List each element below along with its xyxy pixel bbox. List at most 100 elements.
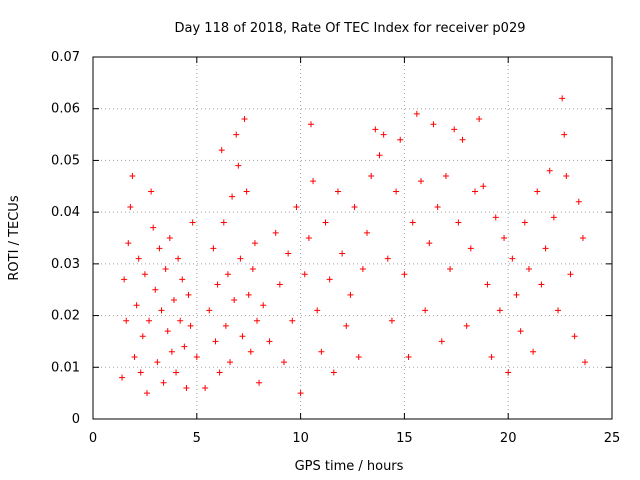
y-tick-label: 0 xyxy=(72,412,80,427)
data-point xyxy=(310,178,317,185)
data-point xyxy=(334,188,341,195)
data-point xyxy=(364,229,371,236)
data-point xyxy=(202,384,209,391)
data-point xyxy=(183,384,190,391)
data-point xyxy=(175,255,182,262)
data-point xyxy=(166,235,173,241)
data-point xyxy=(139,333,146,340)
data-point xyxy=(459,136,466,143)
x-tick-label: 10 xyxy=(292,431,309,446)
x-tick-label: 0 xyxy=(89,431,97,446)
plot-frame xyxy=(92,56,613,420)
data-point xyxy=(409,219,416,226)
data-point xyxy=(156,245,163,252)
y-tick-label: 0.02 xyxy=(51,309,80,324)
data-point xyxy=(148,188,155,195)
data-point xyxy=(227,359,234,366)
y-tick-label: 0.01 xyxy=(51,360,80,375)
data-point xyxy=(351,203,358,210)
data-point xyxy=(152,286,159,293)
data-point xyxy=(243,188,250,195)
data-point xyxy=(542,245,549,252)
data-point xyxy=(561,131,568,138)
data-point xyxy=(127,203,134,210)
data-point xyxy=(168,348,175,355)
y-tick-label: 0.06 xyxy=(51,102,80,117)
x-tick-label: 5 xyxy=(193,431,201,446)
data-point xyxy=(241,116,248,123)
data-point xyxy=(422,307,429,314)
data-point xyxy=(237,255,244,262)
data-point xyxy=(185,291,192,298)
data-point xyxy=(256,379,263,386)
data-point xyxy=(517,328,524,335)
data-point xyxy=(318,348,325,355)
data-point xyxy=(220,219,227,226)
data-point xyxy=(280,359,287,366)
data-point xyxy=(525,266,532,273)
data-point xyxy=(442,172,449,179)
data-point xyxy=(376,152,383,159)
data-point xyxy=(388,317,395,324)
data-point xyxy=(143,390,150,397)
data-point xyxy=(571,333,578,340)
x-tick-label: 25 xyxy=(604,431,621,446)
data-point xyxy=(218,147,225,154)
data-point xyxy=(233,131,240,138)
x-tick-label: 15 xyxy=(396,431,413,446)
data-point xyxy=(231,297,238,304)
data-point xyxy=(347,291,354,298)
data-point xyxy=(121,276,128,283)
y-tick-label: 0.03 xyxy=(51,257,80,272)
data-point xyxy=(187,322,194,329)
data-point xyxy=(179,276,186,283)
data-point xyxy=(224,271,231,278)
data-point xyxy=(251,240,258,247)
data-point xyxy=(538,281,545,288)
data-point xyxy=(239,333,246,340)
data-point xyxy=(254,317,261,324)
data-point xyxy=(380,131,387,138)
data-point xyxy=(289,317,296,324)
data-point xyxy=(513,291,520,298)
data-point xyxy=(133,302,140,309)
data-point xyxy=(235,162,242,169)
data-point xyxy=(293,203,300,210)
data-point xyxy=(222,322,229,329)
data-point xyxy=(125,240,132,247)
data-point xyxy=(476,116,483,123)
data-point xyxy=(173,369,180,376)
data-point xyxy=(135,255,142,262)
data-point xyxy=(305,235,312,241)
data-point xyxy=(567,271,574,278)
data-point xyxy=(463,322,470,329)
data-point xyxy=(307,121,314,128)
data-point xyxy=(150,224,157,231)
data-point xyxy=(484,281,491,288)
data-point xyxy=(214,281,221,288)
data-point xyxy=(575,198,582,205)
data-point xyxy=(438,338,445,345)
data-point xyxy=(426,240,433,247)
data-points xyxy=(119,95,589,397)
data-point xyxy=(193,353,200,360)
grid-lines xyxy=(93,57,612,419)
data-point xyxy=(343,322,350,329)
axis-ticks: 0 5 10 15 20 25 0 0.01 0.02 0.03 0.04 0.05 0.06 0.07 xyxy=(51,50,620,446)
data-point xyxy=(372,126,379,133)
data-point xyxy=(266,338,273,345)
data-point xyxy=(229,193,236,200)
data-point xyxy=(249,266,256,273)
data-point xyxy=(582,359,589,366)
data-point xyxy=(189,219,196,226)
data-point xyxy=(276,281,283,288)
data-point xyxy=(160,379,167,386)
data-point xyxy=(181,343,188,350)
data-point xyxy=(530,348,537,355)
data-point xyxy=(455,219,462,226)
data-point xyxy=(563,172,570,179)
data-point xyxy=(170,297,177,304)
data-point xyxy=(521,219,528,226)
data-point xyxy=(546,167,553,174)
data-point xyxy=(401,271,408,278)
